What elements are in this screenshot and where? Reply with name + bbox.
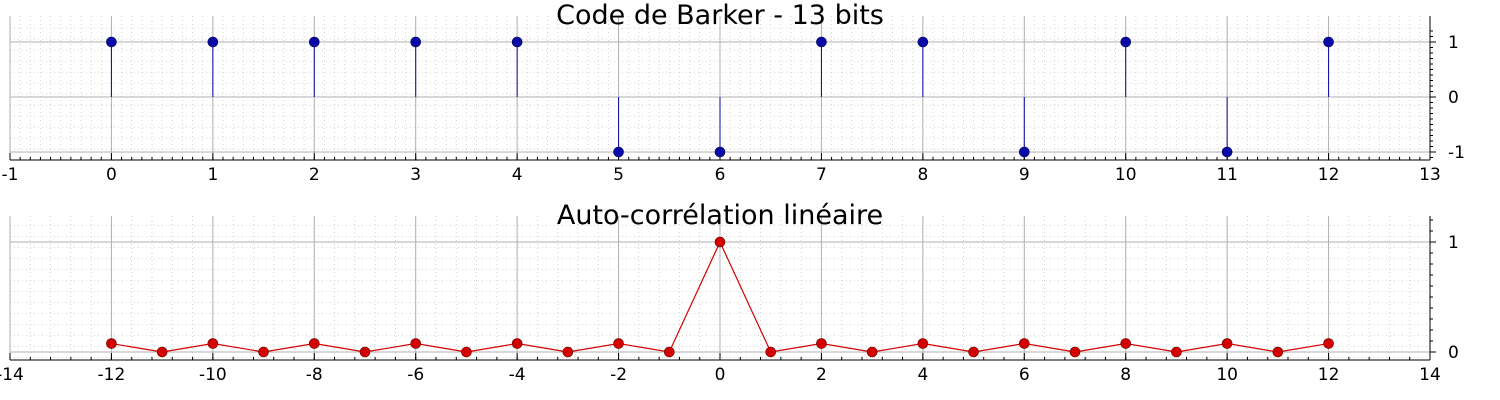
x-tick-label: -2 bbox=[610, 365, 627, 385]
x-tick-label: -12 bbox=[98, 365, 126, 385]
x-tick-label: 6 bbox=[1019, 365, 1030, 385]
autocorrelation-marker bbox=[106, 338, 117, 349]
barker-code-plot: -1 0 1 2 3 4 5 6 7 8 9 10 11 12 13-101 bbox=[2, 16, 1465, 185]
stem-marker bbox=[1018, 146, 1030, 158]
y-tick-label: -1 bbox=[1448, 143, 1465, 163]
autocorrelation-marker bbox=[562, 346, 574, 358]
y-tick-label: 1 bbox=[1448, 233, 1459, 253]
stem-marker bbox=[816, 36, 827, 48]
autocorrelation-marker bbox=[359, 346, 371, 358]
stem-marker bbox=[410, 36, 422, 48]
x-tick-label: 11 bbox=[1216, 165, 1238, 185]
autocorrelation-marker bbox=[1323, 338, 1334, 349]
stem-marker bbox=[714, 146, 726, 158]
x-tick-label: 5 bbox=[613, 165, 624, 185]
autocorrelation-marker bbox=[917, 338, 929, 349]
stem-marker bbox=[207, 36, 219, 48]
autocorrelation-marker bbox=[1069, 346, 1081, 358]
x-tick-label: 2 bbox=[816, 365, 827, 385]
x-tick-label: 12 bbox=[1318, 365, 1340, 385]
x-tick-label: 7 bbox=[816, 165, 827, 185]
autocorrelation-marker bbox=[156, 346, 168, 358]
x-tick-label: 3 bbox=[410, 165, 421, 185]
x-tick-label: 8 bbox=[1120, 365, 1131, 385]
x-tick-label: -10 bbox=[199, 365, 227, 385]
stem-marker bbox=[1323, 36, 1334, 48]
x-tick-label: 0 bbox=[715, 365, 726, 385]
x-tick-label: 6 bbox=[715, 165, 726, 185]
barker-plot-title: Code de Barker - 13 bits bbox=[556, 0, 884, 31]
autocorrelation-marker bbox=[308, 338, 320, 349]
x-tick-label: 10 bbox=[1115, 165, 1137, 185]
x-tick-label: 8 bbox=[917, 165, 928, 185]
y-tick-label: 1 bbox=[1448, 33, 1459, 53]
autocorrelation-plot-title: Auto-corrélation linéaire bbox=[557, 200, 883, 231]
stem-marker bbox=[308, 36, 320, 48]
x-tick-label: 4 bbox=[512, 165, 523, 185]
stem-marker bbox=[106, 36, 117, 48]
x-tick-label: 2 bbox=[309, 165, 320, 185]
autocorrelation-marker bbox=[207, 338, 219, 349]
autocorrelation-marker bbox=[1221, 338, 1233, 349]
x-tick-label: -6 bbox=[407, 365, 424, 385]
autocorrelation-plot: -14 -12 -10 -8 -6 -4 -2 0 2 4 6 8 10 12 14 0 1 bbox=[0, 216, 1459, 385]
x-tick-label: 0 bbox=[106, 165, 117, 185]
stem-marker bbox=[1221, 146, 1233, 158]
autocorrelation-marker bbox=[765, 346, 777, 358]
y-tick-label: 0 bbox=[1448, 88, 1459, 108]
autocorrelation-marker bbox=[613, 338, 624, 349]
autocorrelation-marker bbox=[1018, 338, 1030, 349]
autocorrelation-marker bbox=[816, 338, 827, 349]
x-tick-label: 12 bbox=[1318, 165, 1340, 185]
autocorrelation-marker bbox=[258, 346, 269, 358]
x-tick-label: -4 bbox=[509, 365, 526, 385]
x-tick-label: 13 bbox=[1419, 165, 1441, 185]
x-tick-label: 1 bbox=[207, 165, 218, 185]
x-tick-label: -8 bbox=[306, 365, 323, 385]
autocorrelation-marker bbox=[1272, 346, 1284, 358]
autocorrelation-marker bbox=[511, 338, 523, 349]
autocorrelation-marker bbox=[461, 346, 472, 358]
stem-marker bbox=[511, 36, 523, 48]
x-tick-label: -14 bbox=[0, 365, 24, 385]
y-tick-label: 0 bbox=[1448, 343, 1459, 363]
x-tick-label: 4 bbox=[917, 365, 928, 385]
autocorrelation-marker bbox=[968, 346, 979, 358]
stem-marker bbox=[613, 146, 624, 158]
autocorrelation-marker bbox=[1171, 346, 1182, 358]
autocorrelation-marker bbox=[714, 236, 726, 248]
stem-marker bbox=[917, 36, 929, 48]
autocorrelation-marker bbox=[866, 346, 878, 358]
autocorrelation-marker bbox=[663, 346, 675, 358]
stem-marker bbox=[1120, 36, 1132, 48]
x-tick-label: 14 bbox=[1419, 365, 1441, 385]
x-tick-label: 10 bbox=[1216, 365, 1238, 385]
autocorrelation-marker bbox=[410, 338, 422, 349]
x-tick-label: 9 bbox=[1019, 165, 1030, 185]
autocorrelation-marker bbox=[1120, 338, 1132, 349]
x-tick-label: -1 bbox=[2, 165, 19, 185]
